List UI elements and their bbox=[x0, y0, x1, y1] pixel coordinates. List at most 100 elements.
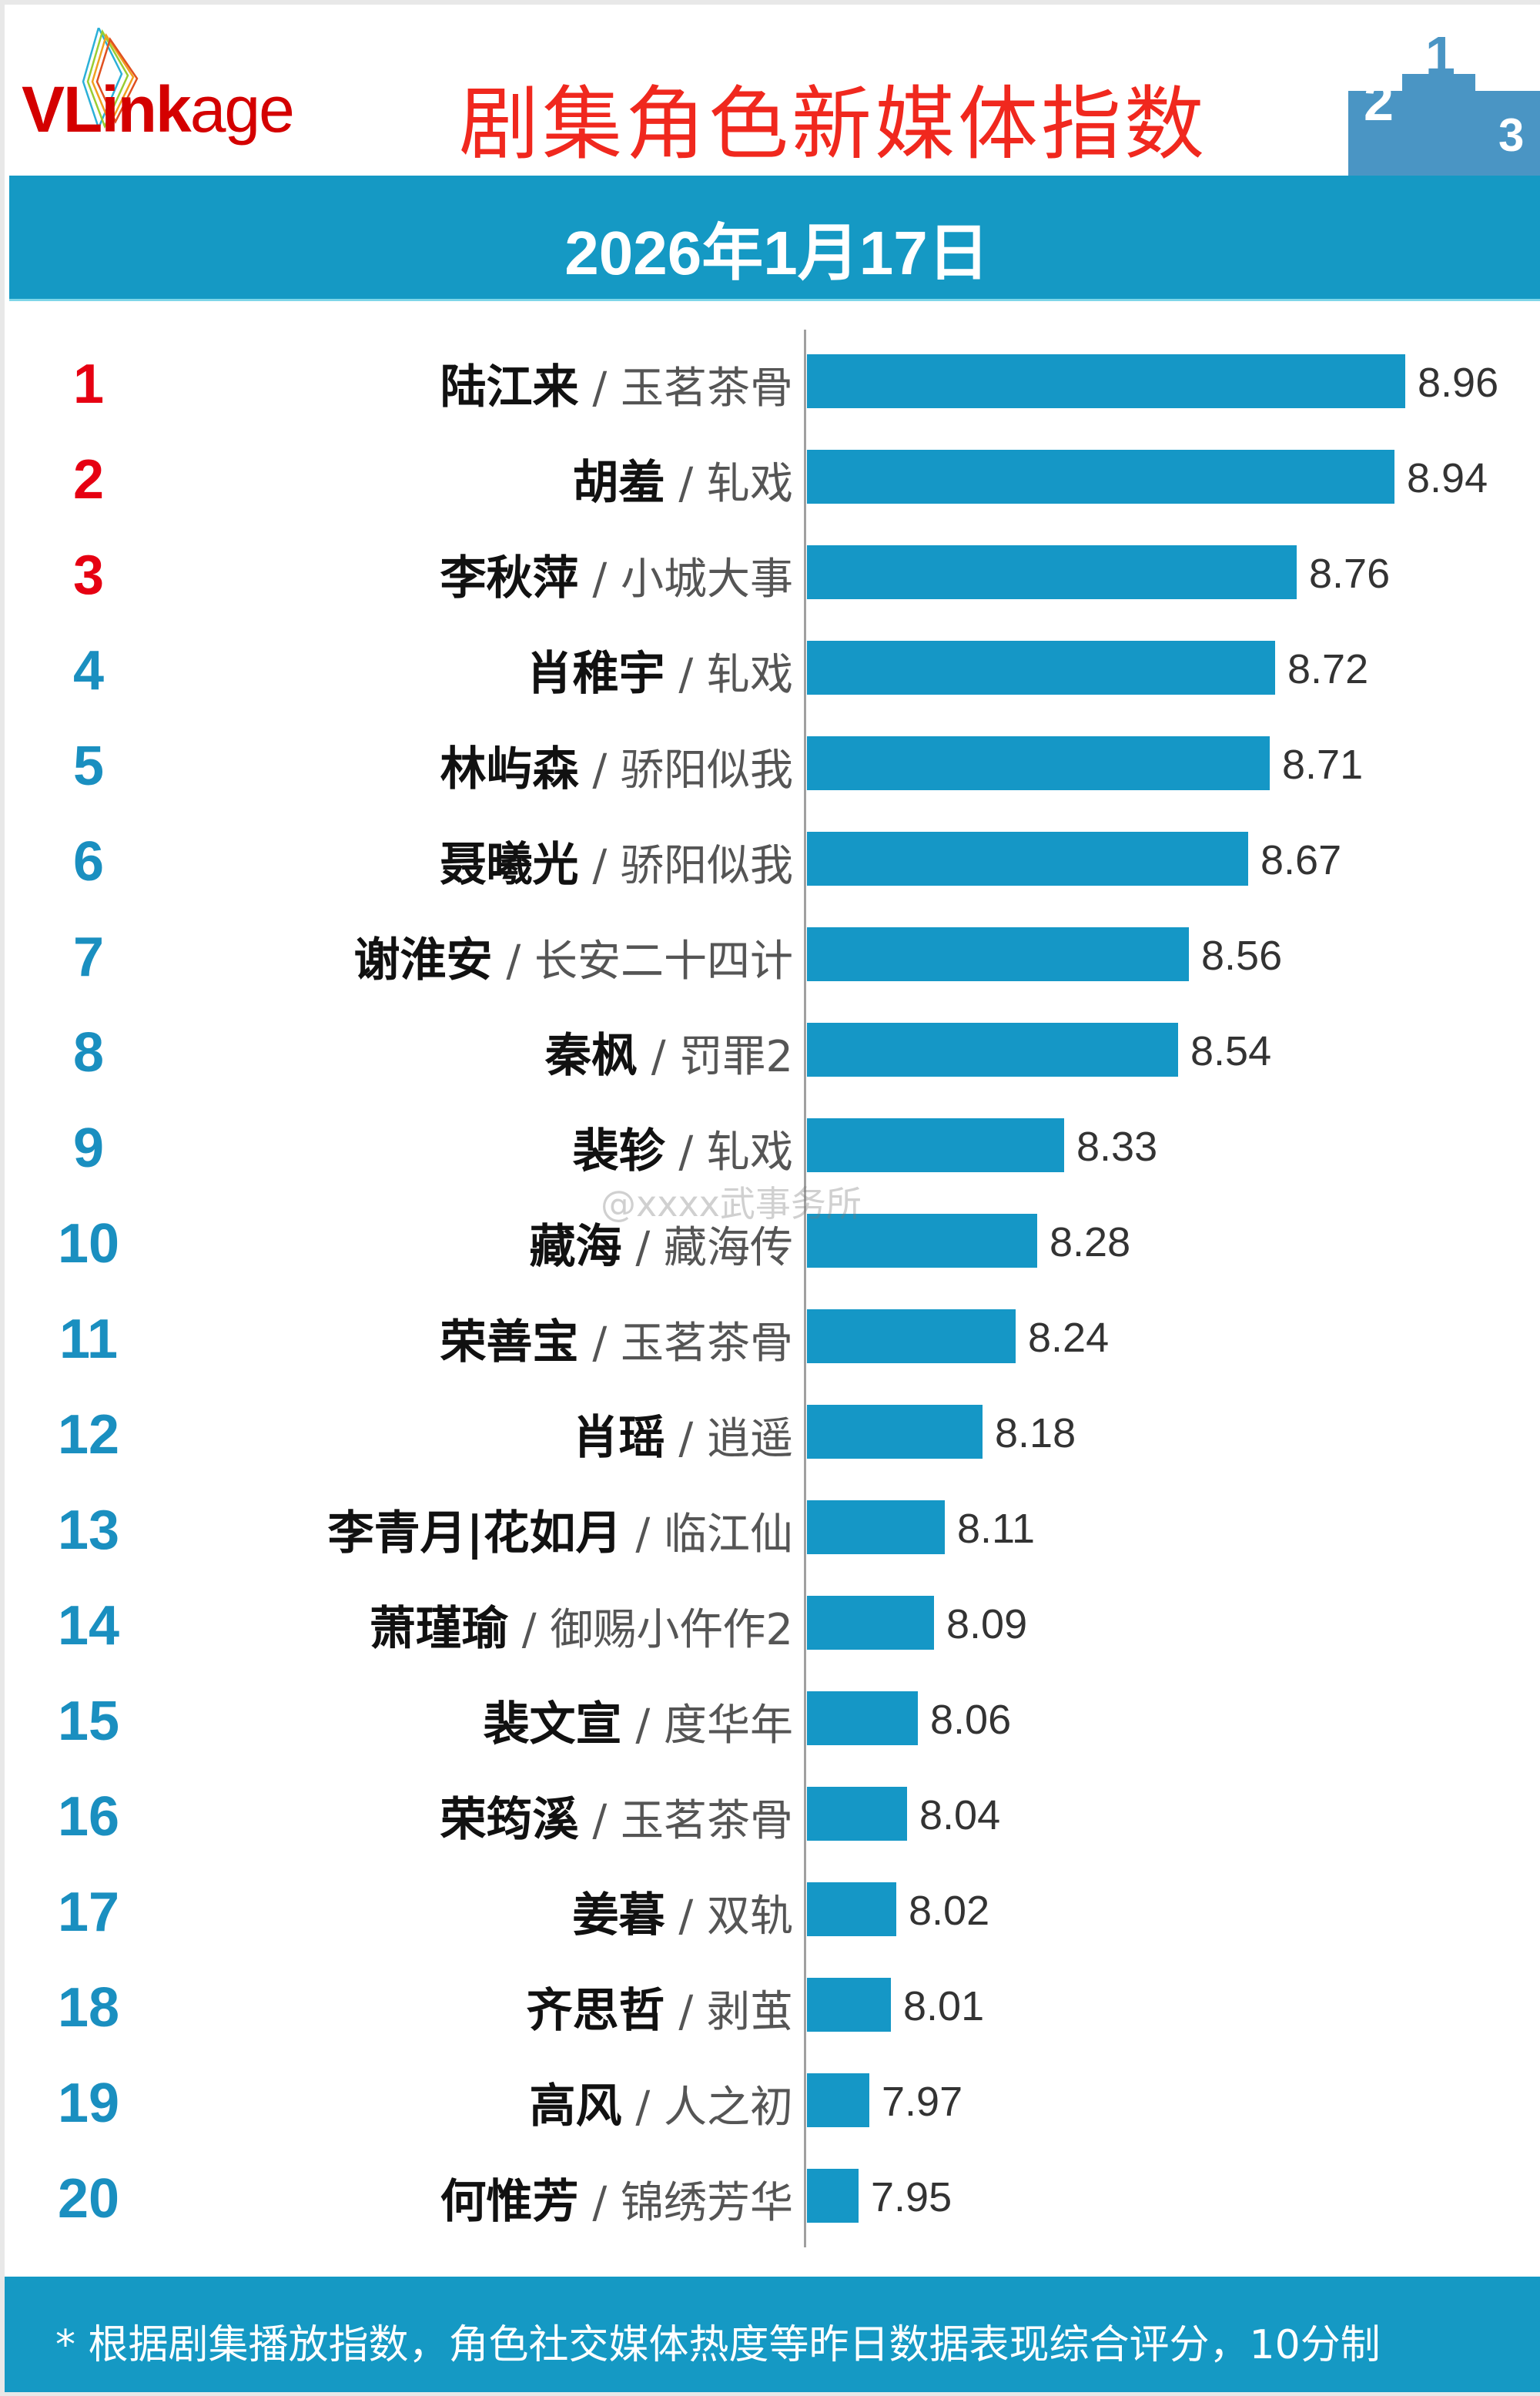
rank-number: 18 bbox=[57, 1977, 120, 2039]
chart-row: 4 肖稚宇 / 轧戏 8.72 bbox=[0, 619, 1540, 715]
show-title: 御赐小仵作2 bbox=[550, 1605, 793, 1655]
value-label: 8.24 bbox=[1028, 1315, 1110, 1361]
character-name: 肖瑶 bbox=[572, 1411, 665, 1465]
row-label: 肖稚宇 / 轧戏 bbox=[527, 636, 793, 703]
value-label: 8.96 bbox=[1418, 360, 1499, 406]
value-bar bbox=[807, 1118, 1064, 1172]
value-label: 8.02 bbox=[909, 1888, 990, 1934]
character-name: 聂曦光 bbox=[440, 838, 579, 892]
slash-separator: / bbox=[578, 746, 621, 796]
character-name: 裴文宣 bbox=[483, 1697, 622, 1751]
character-name: 裴轸 bbox=[572, 1124, 665, 1178]
slash-separator: / bbox=[621, 1701, 664, 1751]
slash-separator: / bbox=[665, 1892, 707, 1942]
character-name: 肖稚宇 bbox=[526, 647, 665, 701]
show-title: 长安二十四计 bbox=[534, 937, 793, 987]
slash-separator: / bbox=[492, 937, 534, 987]
rank-number: 1 bbox=[72, 354, 105, 415]
character-name: 何惟芳 bbox=[440, 2175, 579, 2229]
value-label: 8.94 bbox=[1407, 455, 1488, 501]
value-label: 8.11 bbox=[957, 1506, 1036, 1552]
show-title: 人之初 bbox=[664, 2083, 793, 2133]
show-title: 骄阳似我 bbox=[621, 841, 793, 891]
rank-number: 19 bbox=[57, 2073, 120, 2134]
rank-number: 5 bbox=[72, 736, 105, 797]
rank-number: 10 bbox=[57, 1213, 120, 1275]
value-bar bbox=[807, 832, 1248, 886]
value-bar bbox=[807, 450, 1394, 504]
value-bar bbox=[807, 545, 1297, 599]
character-name: 藏海 bbox=[529, 1220, 622, 1274]
slash-separator: / bbox=[665, 650, 707, 700]
value-label: 8.01 bbox=[903, 1983, 985, 2029]
value-label: 8.67 bbox=[1260, 837, 1342, 883]
show-title: 玉茗茶骨 bbox=[621, 1319, 793, 1369]
row-label: 陆江来 / 玉茗茶骨 bbox=[440, 350, 793, 417]
value-label: 8.72 bbox=[1287, 646, 1369, 692]
value-bar bbox=[807, 1023, 1178, 1077]
show-title: 双轨 bbox=[707, 1892, 793, 1942]
date-banner: 2026年1月17日 bbox=[9, 176, 1540, 301]
svg-text:1: 1 bbox=[1425, 28, 1455, 85]
podium-icon: 2 1 3 bbox=[1348, 28, 1540, 176]
show-title: 锦绣芳华 bbox=[621, 2178, 793, 2228]
character-name: 齐思哲 bbox=[526, 1984, 665, 2038]
chart-row: 3 李秋萍 / 小城大事 8.76 bbox=[0, 524, 1540, 619]
rank-number: 8 bbox=[72, 1022, 105, 1084]
value-label: 7.97 bbox=[882, 2079, 963, 2125]
value-label: 8.54 bbox=[1190, 1028, 1272, 1074]
footer-band: * 根据剧集播放指数，角色社交媒体热度等昨日数据表现综合评分，10分制 bbox=[5, 2277, 1540, 2392]
chart-row: 6 聂曦光 / 骄阳似我 8.67 bbox=[0, 810, 1540, 906]
value-label: 8.76 bbox=[1309, 551, 1391, 597]
show-title: 玉茗茶骨 bbox=[621, 364, 793, 414]
chart-row: 2 胡羞 / 轧戏 8.94 bbox=[0, 428, 1540, 524]
row-label: 胡羞 / 轧戏 bbox=[573, 445, 793, 512]
character-name: 李秋萍 bbox=[440, 551, 579, 605]
value-label: 8.28 bbox=[1050, 1219, 1131, 1265]
slash-separator: / bbox=[578, 2178, 621, 2228]
rank-number: 14 bbox=[57, 1595, 120, 1657]
slash-separator: / bbox=[621, 1510, 664, 1560]
value-bar bbox=[807, 1214, 1037, 1268]
rank-number: 7 bbox=[72, 927, 105, 988]
show-title: 逍遥 bbox=[707, 1414, 793, 1464]
slash-separator: / bbox=[578, 841, 621, 891]
value-label: 8.04 bbox=[919, 1792, 1001, 1838]
value-bar bbox=[807, 1500, 945, 1554]
value-bar bbox=[807, 1978, 891, 2032]
chart-row: 9 裴轸 / 轧戏 8.33 bbox=[0, 1097, 1540, 1192]
rank-number: 4 bbox=[72, 640, 105, 702]
rank-number: 16 bbox=[57, 1786, 120, 1848]
value-bar bbox=[807, 736, 1270, 790]
slash-separator: / bbox=[578, 1319, 621, 1369]
slash-separator: / bbox=[578, 1796, 621, 1846]
chart-row: 10 藏海 / 藏海传 8.28 bbox=[0, 1192, 1540, 1288]
show-title: 轧戏 bbox=[707, 459, 793, 509]
value-bar bbox=[807, 2169, 859, 2223]
date-label: 2026年1月17日 bbox=[564, 219, 989, 287]
row-label: 李秋萍 / 小城大事 bbox=[440, 541, 793, 608]
row-label: 肖瑶 / 逍遥 bbox=[573, 1400, 793, 1467]
rank-number: 20 bbox=[57, 2168, 120, 2230]
chart-row: 7 谢淮安 / 长安二十四计 8.56 bbox=[0, 906, 1540, 1001]
slash-separator: / bbox=[665, 1414, 707, 1464]
value-label: 8.18 bbox=[995, 1410, 1076, 1456]
value-bar bbox=[807, 927, 1189, 981]
value-bar bbox=[807, 1691, 918, 1745]
show-title: 度华年 bbox=[664, 1701, 793, 1751]
row-label: 高风 / 人之初 bbox=[530, 2069, 793, 2136]
show-title: 临江仙 bbox=[664, 1510, 793, 1560]
row-label: 姜暮 / 双轨 bbox=[573, 1878, 793, 1945]
row-label: 齐思哲 / 剥茧 bbox=[527, 1973, 793, 2040]
value-label: 8.06 bbox=[930, 1697, 1012, 1743]
chart-row: 16 荣筠溪 / 玉茗茶骨 8.04 bbox=[0, 1765, 1540, 1861]
row-label: 荣善宝 / 玉茗茶骨 bbox=[440, 1305, 793, 1372]
rank-number: 6 bbox=[72, 831, 105, 893]
character-name: 陆江来 bbox=[440, 360, 579, 414]
value-bar bbox=[807, 1882, 896, 1936]
row-label: 藏海 / 藏海传 bbox=[530, 1209, 793, 1276]
rank-number: 15 bbox=[57, 1691, 120, 1752]
value-label: 7.95 bbox=[871, 2174, 952, 2220]
row-label: 聂曦光 / 骄阳似我 bbox=[440, 827, 793, 894]
footer-note: * 根据剧集播放指数，角色社交媒体热度等昨日数据表现综合评分，10分制 bbox=[55, 2322, 1381, 2368]
